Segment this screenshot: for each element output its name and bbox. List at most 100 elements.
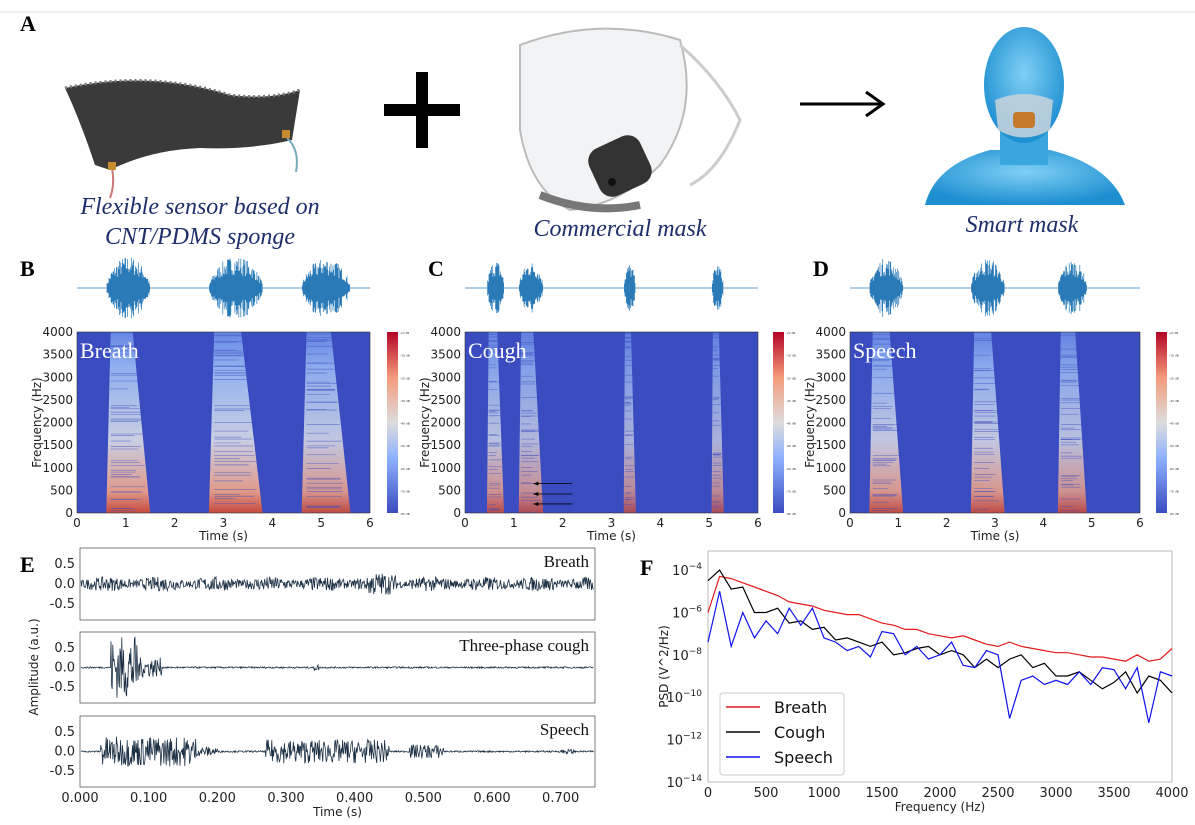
y-tick-label: 0 xyxy=(453,506,461,520)
y-tick-label: 1500 xyxy=(815,438,846,452)
x-tick-label: 4000 xyxy=(1155,786,1188,801)
y-tick-base: 10 xyxy=(666,734,683,749)
x-tick-label: 0 xyxy=(73,516,81,530)
mask-caption: Commercial mask xyxy=(533,216,706,242)
x-tick-label: 6 xyxy=(1136,516,1144,530)
y-tick-label: -0.5 xyxy=(50,597,75,612)
y-tick-label: 3000 xyxy=(430,370,461,384)
subplot-title: Three-phase cough xyxy=(459,636,589,655)
x-tick-label: 0.100 xyxy=(130,791,167,806)
y-tick-base: 10 xyxy=(666,691,683,706)
x-axis-label: Time (s) xyxy=(312,805,362,819)
x-tick-label: 3500 xyxy=(1097,786,1130,801)
x-tick-label: 4 xyxy=(657,516,665,530)
colorbar-label: -80 dB xyxy=(786,512,796,516)
y-tick-label: 3500 xyxy=(815,348,846,362)
colorbar-label: -70 dB xyxy=(1169,489,1179,493)
y-tick-label: 10−8 xyxy=(672,647,702,664)
arrow-right-icon xyxy=(800,90,886,118)
y-tick-exponent: −8 xyxy=(689,647,703,657)
waveform xyxy=(77,257,370,319)
x-axis-label: Frequency (Hz) xyxy=(895,800,986,814)
x-tick-label: 6 xyxy=(754,516,762,530)
colorbar-label: +0 dB xyxy=(786,331,795,335)
colorbar-label: -10 dB xyxy=(786,354,796,358)
x-tick-label: 2 xyxy=(943,516,951,530)
arrowhead-icon xyxy=(533,481,539,486)
x-axis-label: Time (s) xyxy=(586,529,636,543)
colorbar-label: -30 dB xyxy=(1169,399,1179,403)
colorbar-label: -50 dB xyxy=(786,444,796,448)
colorbar-label: +0 dB xyxy=(1169,331,1178,335)
y-tick-label: 0.5 xyxy=(54,641,75,656)
subplot-speech: Speech 0.5 0.0 -0.5 xyxy=(50,715,596,788)
x-tick-label: 500 xyxy=(754,786,779,801)
x-tick-label: 0 xyxy=(846,516,854,530)
y-tick-label: 0.0 xyxy=(54,745,75,760)
colorbar-label: -40 dB xyxy=(400,422,410,426)
waveform-burst xyxy=(711,266,724,310)
legend-label-cough: Cough xyxy=(774,723,825,742)
x-tick-label: 2500 xyxy=(981,786,1014,801)
plot-frame xyxy=(849,331,1141,514)
y-tick-label: 10−6 xyxy=(672,604,702,621)
y-tick-label: 2000 xyxy=(815,416,846,430)
y-axis-label: Frequency (Hz) xyxy=(418,377,432,468)
colorbar-label: -60 dB xyxy=(1169,467,1179,471)
y-tick-label: 2000 xyxy=(42,416,73,430)
colorbar-label: -60 dB xyxy=(786,467,796,471)
smart-mask-head-illustration xyxy=(925,27,1125,205)
x-tick-label: 0.000 xyxy=(61,791,98,806)
series-line-speech xyxy=(707,591,1173,723)
y-tick-label: 1500 xyxy=(430,438,461,452)
legend-box xyxy=(719,692,845,776)
colorbar-label: -20 dB xyxy=(400,376,410,380)
waveform-burst xyxy=(519,263,544,313)
panel-label-e: E xyxy=(20,552,35,577)
spectrogram-burst xyxy=(1057,332,1087,513)
y-tick-label: 3500 xyxy=(430,348,461,362)
colorbar-label: -10 dB xyxy=(400,354,410,358)
spectrogram-background xyxy=(465,332,758,513)
y-tick-label: 3000 xyxy=(815,370,846,384)
y-tick-label: -0.5 xyxy=(50,680,75,695)
colorbar-label: -40 dB xyxy=(1169,422,1179,426)
subplot-breath: Breath 0.5 0.0 -0.5 xyxy=(50,547,596,621)
x-axis-label: Time (s) xyxy=(198,529,248,543)
y-axis-label: Frequency (Hz) xyxy=(30,377,44,468)
panel-label-f: F xyxy=(640,555,653,580)
panel-d: D Speech 0 500 1000 1500 2000 2500 3000 3500 4000 0… xyxy=(803,256,1179,543)
colorbar-label: +0 dB xyxy=(400,331,409,335)
arrowhead-icon xyxy=(533,491,539,496)
y-tick-label: 3500 xyxy=(42,348,73,362)
y-tick-label: 2000 xyxy=(430,416,461,430)
plot-frame xyxy=(76,331,371,514)
x-tick-label: 4 xyxy=(1040,516,1048,530)
x-tick-label: 1 xyxy=(895,516,903,530)
colorbar-label: -60 dB xyxy=(400,467,410,471)
waveform xyxy=(465,262,758,314)
colorbar-label: -30 dB xyxy=(786,399,796,403)
spectrogram-burst xyxy=(106,332,151,513)
y-tick-label: 500 xyxy=(50,483,73,497)
legend-label-speech: Speech xyxy=(774,748,833,767)
spectrogram-burst xyxy=(623,332,636,513)
y-tick-label: 10−10 xyxy=(666,689,702,706)
y-tick-label: 1000 xyxy=(430,461,461,475)
y-tick-exponent: −6 xyxy=(689,604,703,614)
y-tick-label: 10−14 xyxy=(666,774,702,791)
panel-label-d: D xyxy=(813,256,829,281)
colorbar-label: -80 dB xyxy=(400,512,410,516)
x-tick-label: 0.700 xyxy=(542,791,579,806)
panel-a: A Flexible sensor based on CNT/PDMS spon… xyxy=(20,11,1125,250)
y-tick-label: -0.5 xyxy=(50,764,75,779)
x-tick-label: 0.400 xyxy=(336,791,373,806)
y-tick-label: 4000 xyxy=(815,325,846,339)
x-tick-label: 5 xyxy=(705,516,713,530)
y-tick-base: 10 xyxy=(672,564,689,579)
inset-title: Breath xyxy=(80,338,139,363)
x-tick-label: 0.500 xyxy=(405,791,442,806)
y-tick-label: 4000 xyxy=(42,325,73,339)
sensor-caption-line2: CNT/PDMS sponge xyxy=(105,224,295,250)
y-tick-exponent: −4 xyxy=(689,562,703,572)
